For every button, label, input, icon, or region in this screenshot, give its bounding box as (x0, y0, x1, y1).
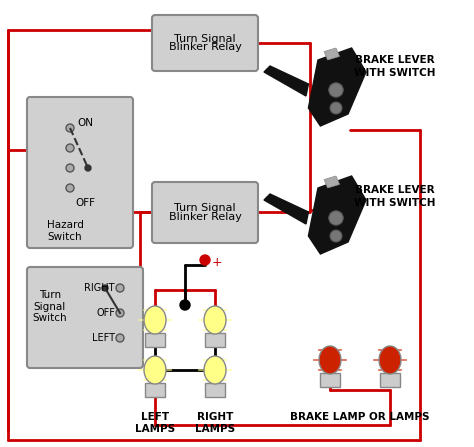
FancyBboxPatch shape (205, 383, 225, 397)
Circle shape (116, 309, 124, 317)
Text: BRAKE LEVER: BRAKE LEVER (355, 55, 435, 65)
FancyBboxPatch shape (27, 97, 133, 248)
Text: RIGHT
LAMPS: RIGHT LAMPS (195, 412, 235, 434)
Text: Blinker Relay: Blinker Relay (169, 212, 241, 222)
Text: OFF: OFF (96, 308, 115, 318)
Circle shape (85, 165, 91, 171)
Text: RIGHT: RIGHT (84, 283, 115, 293)
Text: BRAKE LEVER: BRAKE LEVER (355, 185, 435, 195)
FancyBboxPatch shape (145, 333, 165, 347)
Text: ON: ON (77, 118, 93, 128)
FancyBboxPatch shape (145, 383, 165, 397)
Text: Turn Signal: Turn Signal (174, 34, 236, 43)
Text: +: + (212, 256, 223, 269)
Circle shape (66, 164, 74, 172)
Text: OFF: OFF (75, 198, 95, 208)
Circle shape (329, 211, 343, 225)
Circle shape (66, 144, 74, 152)
Circle shape (330, 230, 342, 242)
Polygon shape (324, 176, 339, 188)
FancyBboxPatch shape (27, 267, 143, 368)
Circle shape (200, 255, 210, 265)
Text: WITH SWITCH: WITH SWITCH (354, 198, 436, 208)
Circle shape (116, 334, 124, 342)
Circle shape (180, 300, 190, 310)
Polygon shape (324, 48, 339, 60)
Text: Hazard
Switch: Hazard Switch (46, 220, 83, 241)
Ellipse shape (204, 306, 226, 334)
Text: Turn Signal: Turn Signal (174, 203, 236, 213)
Circle shape (66, 124, 74, 132)
Text: Turn
Signal
Switch: Turn Signal Switch (33, 290, 67, 323)
FancyBboxPatch shape (320, 373, 340, 387)
Text: BRAKE LAMP OR LAMPS: BRAKE LAMP OR LAMPS (290, 412, 430, 422)
Ellipse shape (319, 346, 341, 374)
Circle shape (66, 184, 74, 192)
Text: LEFT: LEFT (92, 333, 115, 343)
Text: LEFT
LAMPS: LEFT LAMPS (135, 412, 175, 434)
Text: -: - (182, 285, 187, 299)
Text: WITH SWITCH: WITH SWITCH (354, 68, 436, 78)
FancyBboxPatch shape (205, 333, 225, 347)
Circle shape (102, 285, 108, 291)
Ellipse shape (204, 356, 226, 384)
Circle shape (329, 83, 343, 97)
Polygon shape (309, 176, 366, 254)
Ellipse shape (379, 346, 401, 374)
Polygon shape (264, 194, 309, 224)
FancyBboxPatch shape (152, 15, 258, 71)
Ellipse shape (144, 306, 166, 334)
Circle shape (116, 284, 124, 292)
Circle shape (330, 102, 342, 114)
Ellipse shape (144, 356, 166, 384)
Polygon shape (309, 48, 366, 126)
Polygon shape (264, 66, 309, 96)
Text: Blinker Relay: Blinker Relay (169, 42, 241, 52)
FancyBboxPatch shape (380, 373, 400, 387)
FancyBboxPatch shape (152, 182, 258, 243)
